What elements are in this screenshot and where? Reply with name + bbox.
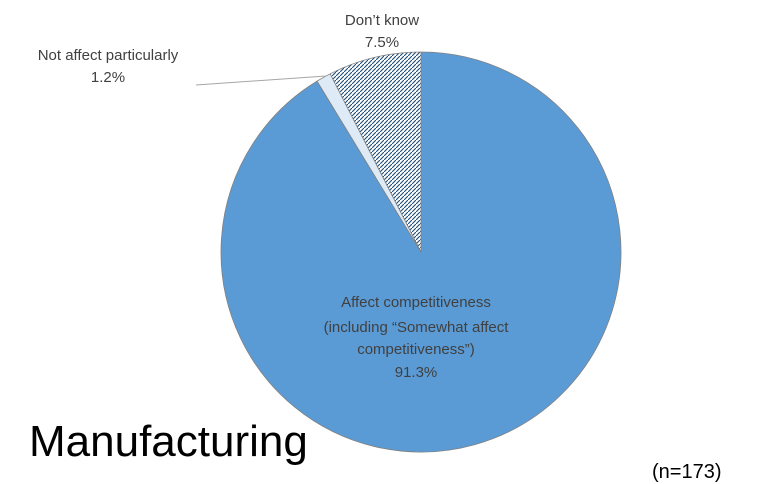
data-label-affect-competitiveness-line-3: competitiveness”)	[357, 341, 475, 358]
sample-size-note: (n=173)	[652, 461, 722, 483]
value-label-not-affect-particularly: 1.2%	[91, 69, 125, 86]
data-label-dont-know: Don’t know	[345, 12, 419, 29]
slice-dont-know	[329, 51, 422, 253]
data-label-not-affect-particularly: Not affect particularly	[38, 47, 179, 64]
leader-line	[195, 75, 327, 86]
category-label: Manufacturing	[29, 417, 308, 466]
data-label-affect-competitiveness-line-1: Affect competitiveness	[341, 294, 491, 311]
value-label-affect-competitiveness: 91.3%	[395, 364, 438, 381]
value-label-dont-know: 7.5%	[365, 34, 399, 51]
data-label-affect-competitiveness-line-2: (including “Somewhat affect	[324, 319, 510, 336]
